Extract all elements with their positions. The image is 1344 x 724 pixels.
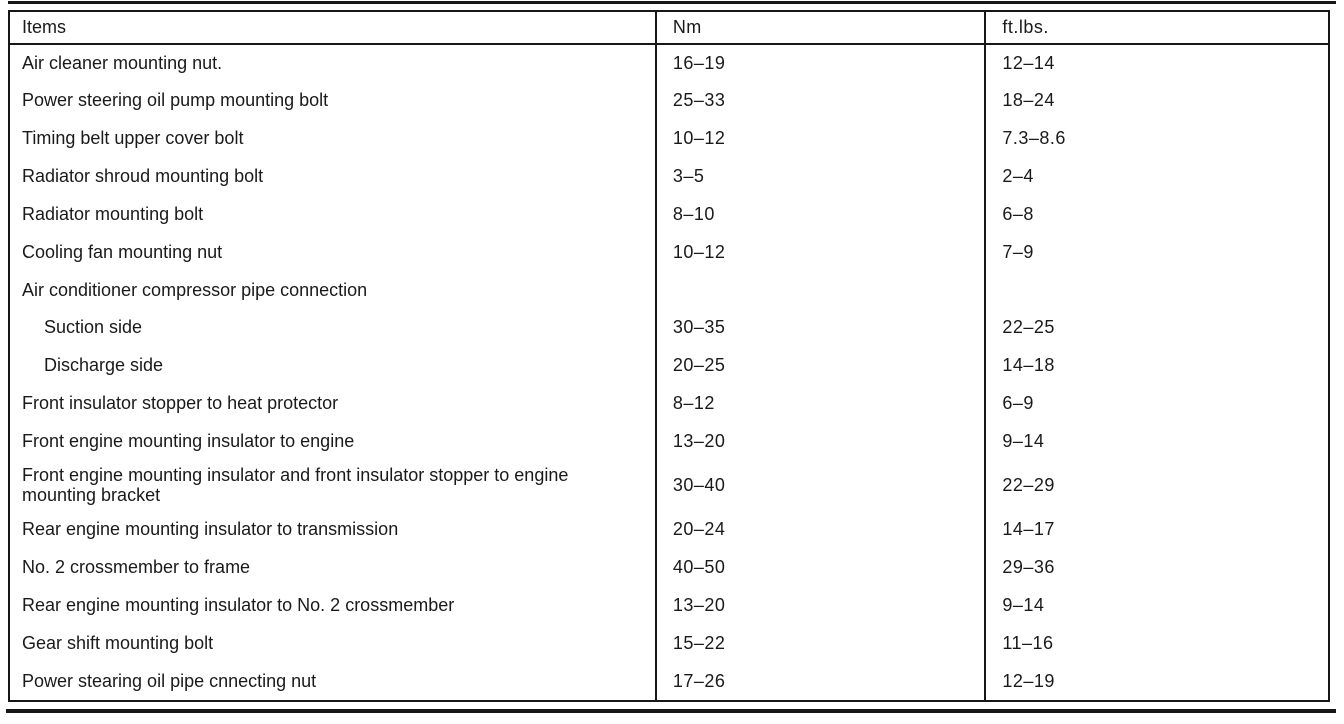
ftlbs-cell: 9–14	[984, 586, 1328, 625]
torque-table-body: Air cleaner mounting nut. 16–19 12–14 Power…	[10, 44, 1328, 700]
item-cell: Gear shift mounting bolt	[22, 632, 214, 653]
table-row: No. 2 crossmember to frame 40–50 29–36	[10, 548, 1328, 587]
table-row: Radiator mounting bolt 8–10 6–8	[10, 195, 1328, 234]
item-cell: Power stearing oil pipe cnnecting nut	[22, 670, 317, 691]
nm-cell: 20–25	[654, 346, 986, 385]
table-row: Power steering oil pump mounting bolt 25–…	[10, 81, 1328, 120]
table-row: Air conditioner compressor pipe connecti…	[10, 270, 1328, 309]
nm-cell: 20–24	[654, 510, 986, 549]
item-cell: Rear engine mounting insulator to No. 2 …	[22, 594, 455, 615]
ftlbs-cell: 12–19	[984, 661, 1328, 700]
header-nm: Nm	[654, 12, 986, 45]
nm-cell: 16–19	[654, 44, 986, 82]
nm-cell: 8–10	[654, 195, 986, 234]
nm-cell: 13–20	[654, 586, 986, 625]
ftlbs-cell: 6–9	[984, 384, 1328, 423]
nm-cell: 30–35	[654, 308, 986, 347]
item-cell: Timing belt upper cover bolt	[22, 128, 244, 149]
table-row: Rear engine mounting insulator to transm…	[10, 510, 1328, 549]
torque-table: Items Nm ft.lbs. Air cleaner mounting nu…	[10, 12, 1328, 700]
table-row: Cooling fan mounting nut 10–12 7–9	[10, 233, 1328, 271]
item-cell: Cooling fan mounting nut	[22, 241, 223, 262]
nm-cell: 3–5	[654, 157, 986, 196]
item-cell: Power steering oil pump mounting bolt	[22, 90, 329, 111]
ftlbs-cell: 12–14	[984, 44, 1328, 82]
table-row: Air cleaner mounting nut. 16–19 12–14	[10, 44, 1328, 82]
table-row: Front engine mounting insulator to engin…	[10, 422, 1328, 461]
nm-cell: 10–12	[654, 119, 986, 158]
table-row: Timing belt upper cover bolt 10–12 7.3–8.6	[10, 119, 1328, 158]
item-cell: Front engine mounting insulator and fron…	[22, 464, 569, 506]
table-row: Rear engine mounting insulator to No. 2 …	[10, 586, 1328, 625]
table-row: Front engine mounting insulator and fron…	[10, 460, 1328, 511]
header-row: Items Nm ft.lbs.	[10, 12, 1328, 45]
item-cell: Radiator shroud mounting bolt	[22, 166, 264, 187]
item-cell: Suction side	[44, 317, 143, 338]
table-row: Suction side 30–35 22–25	[10, 308, 1328, 347]
ftlbs-cell: 11–16	[984, 624, 1328, 662]
nm-cell: 15–22	[654, 624, 986, 662]
nm-cell: 17–26	[654, 661, 986, 700]
table-row: Discharge side 20–25 14–18	[10, 346, 1328, 385]
ftlbs-cell	[984, 270, 1328, 309]
item-cell: Air cleaner mounting nut.	[22, 53, 223, 74]
ftlbs-cell: 14–17	[984, 510, 1328, 549]
table-row: Radiator shroud mounting bolt 3–5 2–4	[10, 157, 1328, 196]
nm-cell: 30–40	[654, 460, 986, 511]
ftlbs-cell: 7–9	[984, 233, 1328, 271]
item-cell: Front insulator stopper to heat protecto…	[22, 393, 339, 414]
item-cell: Air conditioner compressor pipe connecti…	[22, 279, 368, 300]
scan-rule-bottom	[6, 709, 1336, 713]
item-cell: Discharge side	[44, 355, 164, 376]
ftlbs-cell: 22–29	[984, 460, 1328, 511]
item-cell: Radiator mounting bolt	[22, 203, 204, 224]
header-items: Items	[10, 12, 656, 45]
ftlbs-cell: 29–36	[984, 548, 1328, 587]
table-row: Front insulator stopper to heat protecto…	[10, 384, 1328, 423]
ftlbs-cell: 9–14	[984, 422, 1328, 461]
nm-cell: 8–12	[654, 384, 986, 423]
item-cell: Rear engine mounting insulator to transm…	[22, 519, 399, 540]
item-cell: Front engine mounting insulator to engin…	[22, 430, 355, 451]
nm-cell: 25–33	[654, 81, 986, 120]
nm-cell: 10–12	[654, 233, 986, 271]
ftlbs-cell: 22–25	[984, 308, 1328, 347]
header-ftlbs: ft.lbs.	[984, 12, 1328, 45]
ftlbs-cell: 2–4	[984, 157, 1328, 196]
ftlbs-cell: 7.3–8.6	[984, 119, 1328, 158]
table-row: Gear shift mounting bolt 15–22 11–16	[10, 624, 1328, 662]
nm-cell: 13–20	[654, 422, 986, 461]
scan-rule-top	[8, 1, 1336, 4]
ftlbs-cell: 14–18	[984, 346, 1328, 385]
ftlbs-cell: 6–8	[984, 195, 1328, 234]
table-row: Power stearing oil pipe cnnecting nut 17–…	[10, 661, 1328, 700]
nm-cell: 40–50	[654, 548, 986, 587]
nm-cell	[654, 270, 986, 309]
torque-spec-table: Items Nm ft.lbs. Air cleaner mounting nu…	[8, 10, 1330, 702]
ftlbs-cell: 18–24	[984, 81, 1328, 120]
item-cell: No. 2 crossmember to frame	[22, 557, 251, 577]
